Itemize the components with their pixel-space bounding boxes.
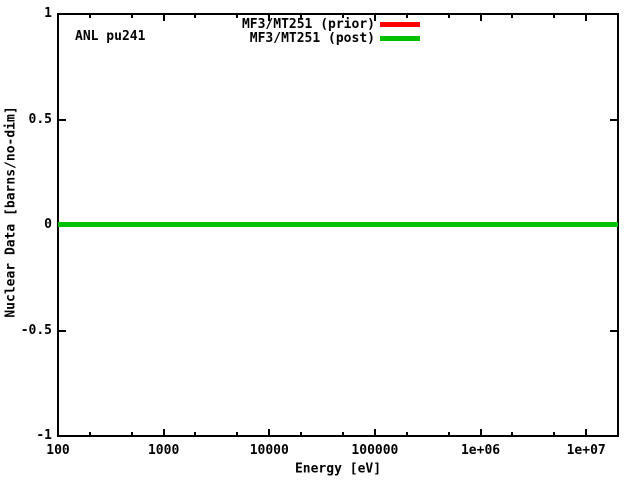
x-tick-minor-top xyxy=(553,14,556,18)
y-tick-left xyxy=(59,435,66,437)
x-tick-major-bottom xyxy=(373,429,376,436)
plot-annotation: ANL pu241 xyxy=(75,29,146,44)
x-tick-major-bottom xyxy=(585,429,588,436)
x-tick-minor-top xyxy=(88,14,91,18)
y-tick-label: -1 xyxy=(36,428,52,443)
y-tick-label: 1 xyxy=(44,6,52,21)
y-tick-right xyxy=(610,329,617,332)
y-tick-left xyxy=(59,329,66,332)
x-tick-major-top xyxy=(268,14,271,21)
x-tick-minor-top xyxy=(405,14,408,18)
x-tick-minor-bottom xyxy=(553,432,556,436)
legend-item-prior: MF3/MT251 (prior) xyxy=(242,17,420,31)
x-tick-major-bottom xyxy=(268,429,271,436)
x-tick-minor-bottom xyxy=(511,432,514,436)
x-tick-major-top xyxy=(162,14,165,21)
x-tick-minor-bottom xyxy=(194,432,197,436)
x-tick-label: 1e+06 xyxy=(460,443,501,458)
y-tick-right xyxy=(610,13,617,15)
x-tick-label: 10000 xyxy=(249,443,289,458)
x-tick-minor-bottom xyxy=(447,432,450,436)
legend-label-prior: MF3/MT251 (prior) xyxy=(241,16,375,32)
x-tick-minor-bottom xyxy=(405,432,408,436)
x-tick-major-bottom xyxy=(479,429,482,436)
x-tick-label: 100 xyxy=(46,443,70,458)
x-tick-minor-bottom xyxy=(130,432,133,436)
legend-label-post: MF3/MT251 (post) xyxy=(249,30,375,46)
y-tick-left xyxy=(59,13,66,15)
y-tick-right xyxy=(610,435,617,437)
series-line-post xyxy=(58,222,618,227)
x-tick-minor-bottom xyxy=(342,432,345,436)
x-tick-minor-bottom xyxy=(300,432,303,436)
y-tick-label: 0 xyxy=(44,217,52,232)
legend-item-post: MF3/MT251 (post) xyxy=(242,31,420,45)
y-tick-right xyxy=(610,118,617,121)
x-tick-minor-top xyxy=(447,14,450,18)
x-tick-minor-top xyxy=(194,14,197,18)
x-tick-major-bottom xyxy=(57,429,59,436)
y-tick-left xyxy=(59,118,66,121)
x-axis-title: Energy [eV] xyxy=(294,461,382,477)
legend-line-sample-post xyxy=(380,35,420,41)
y-axis-title: Nuclear Data [barns/no-dim] xyxy=(3,106,19,318)
x-tick-major-top xyxy=(373,14,376,21)
x-tick-label: 100000 xyxy=(351,443,399,458)
x-tick-minor-bottom xyxy=(236,432,239,436)
x-tick-minor-top xyxy=(300,14,303,18)
x-tick-minor-bottom xyxy=(88,432,91,436)
y-tick-label: 0.5 xyxy=(28,111,52,127)
x-tick-major-top xyxy=(57,14,59,21)
legend-line-sample-prior xyxy=(380,21,420,27)
x-tick-minor-top xyxy=(511,14,514,18)
x-tick-major-top xyxy=(585,14,588,21)
x-tick-label: 1e+07 xyxy=(566,443,606,458)
x-tick-minor-top xyxy=(130,14,133,18)
x-tick-label: 1000 xyxy=(147,443,180,458)
x-tick-major-top xyxy=(479,14,482,21)
x-tick-minor-top xyxy=(342,14,345,18)
x-tick-minor-top xyxy=(236,14,239,18)
x-tick-major-bottom xyxy=(162,429,165,436)
legend: MF3/MT251 (prior) MF3/MT251 (post) xyxy=(242,17,420,45)
y-tick-label: -0.5 xyxy=(20,322,52,338)
